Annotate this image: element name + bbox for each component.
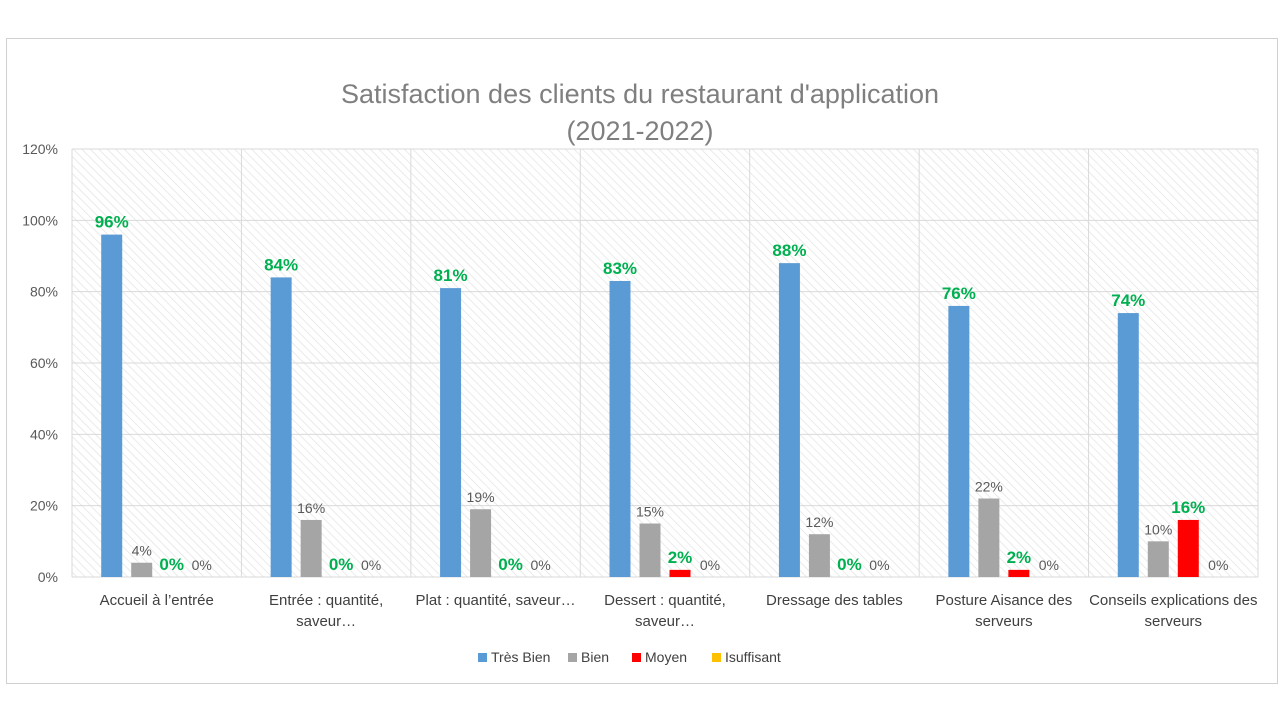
bar-très-bien bbox=[1117, 313, 1139, 577]
chart-title-line-1: Satisfaction des clients du restaurant d… bbox=[340, 79, 939, 109]
data-label: 0% bbox=[1208, 557, 1228, 573]
data-label: 0% bbox=[329, 555, 354, 574]
data-label: 19% bbox=[467, 489, 495, 505]
bar-très-bien bbox=[101, 234, 123, 577]
data-label: 83% bbox=[603, 259, 637, 278]
data-label: 0% bbox=[498, 555, 523, 574]
y-tick-label: 60% bbox=[30, 355, 58, 371]
legend-swatch bbox=[478, 653, 487, 662]
x-tick-label: Plat : quantité, saveur… bbox=[416, 592, 576, 609]
bar-bien bbox=[470, 509, 492, 577]
bar-bien bbox=[300, 519, 322, 577]
legend-swatch bbox=[632, 653, 641, 662]
bar-très-bien bbox=[609, 280, 631, 577]
data-label: 22% bbox=[975, 479, 1003, 495]
x-tick-label: Dressage des tables bbox=[766, 592, 903, 609]
bar-très-bien bbox=[270, 277, 292, 577]
data-label: 0% bbox=[361, 557, 381, 573]
data-label: 0% bbox=[530, 557, 550, 573]
data-label: 2% bbox=[668, 548, 693, 567]
data-label: 12% bbox=[805, 514, 833, 530]
x-tick-label: saveur… bbox=[296, 613, 356, 630]
x-tick-label: serveurs bbox=[1145, 613, 1203, 630]
data-label: 16% bbox=[1171, 498, 1205, 517]
data-label: 0% bbox=[1039, 557, 1059, 573]
bar-bien bbox=[1147, 541, 1169, 577]
bar-moyen bbox=[1177, 519, 1199, 577]
bar-bien bbox=[639, 523, 661, 577]
y-tick-label: 20% bbox=[30, 498, 58, 514]
bar-bien bbox=[808, 534, 830, 577]
x-tick-label: Dessert : quantité, bbox=[604, 592, 726, 609]
y-tick-label: 100% bbox=[22, 212, 58, 228]
x-tick-label: Conseils explications des bbox=[1089, 592, 1257, 609]
legend-label: Très Bien bbox=[491, 649, 550, 665]
data-label: 88% bbox=[772, 241, 806, 260]
bar-très-bien bbox=[778, 263, 800, 577]
data-label: 0% bbox=[700, 557, 720, 573]
data-label: 84% bbox=[264, 255, 298, 274]
data-label: 0% bbox=[837, 555, 862, 574]
legend-label: Isuffisant bbox=[725, 649, 781, 665]
data-label: 0% bbox=[192, 557, 212, 573]
legend-label: Bien bbox=[581, 649, 609, 665]
x-tick-label: Entrée : quantité, bbox=[269, 592, 383, 609]
bar-bien bbox=[131, 562, 153, 577]
data-label: 81% bbox=[434, 266, 468, 285]
legend-label: Moyen bbox=[645, 649, 687, 665]
y-tick-label: 120% bbox=[22, 141, 58, 157]
bar-très-bien bbox=[948, 305, 970, 577]
data-label: 74% bbox=[1111, 291, 1145, 310]
data-label: 96% bbox=[95, 213, 129, 232]
x-tick-label: Posture Aisance des bbox=[935, 592, 1072, 609]
bar-moyen bbox=[669, 569, 691, 577]
bar-très-bien bbox=[440, 288, 462, 577]
data-label: 76% bbox=[942, 284, 976, 303]
data-label: 0% bbox=[869, 557, 889, 573]
y-tick-label: 40% bbox=[30, 426, 58, 442]
legend-swatch bbox=[712, 653, 721, 662]
data-label: 15% bbox=[636, 504, 664, 520]
data-label: 10% bbox=[1144, 521, 1172, 537]
x-tick-label: serveurs bbox=[975, 613, 1033, 630]
data-label: 16% bbox=[297, 500, 325, 516]
data-label: 0% bbox=[159, 555, 184, 574]
legend-swatch bbox=[568, 653, 577, 662]
y-tick-label: 0% bbox=[38, 569, 58, 585]
x-tick-label: Accueil à l’entrée bbox=[100, 592, 214, 609]
data-label: 4% bbox=[132, 543, 152, 559]
data-label: 2% bbox=[1007, 548, 1032, 567]
y-tick-label: 80% bbox=[30, 284, 58, 300]
x-tick-label: saveur… bbox=[635, 613, 695, 630]
bar-bien bbox=[978, 498, 1000, 577]
bar-moyen bbox=[1008, 569, 1030, 577]
chart-title-line-2: (2021-2022) bbox=[566, 116, 714, 146]
